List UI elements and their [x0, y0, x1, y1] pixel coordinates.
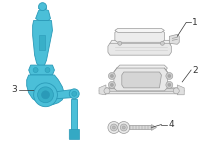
Circle shape	[110, 124, 117, 131]
Text: 3: 3	[11, 85, 17, 94]
Circle shape	[34, 83, 57, 107]
Polygon shape	[128, 126, 153, 130]
Polygon shape	[152, 125, 156, 130]
Polygon shape	[36, 9, 50, 20]
Circle shape	[72, 91, 77, 96]
Polygon shape	[39, 35, 45, 50]
Circle shape	[160, 41, 164, 45]
Text: 4: 4	[168, 120, 174, 129]
Polygon shape	[33, 20, 52, 68]
Polygon shape	[29, 65, 54, 75]
Polygon shape	[114, 68, 167, 91]
Circle shape	[118, 41, 122, 45]
Circle shape	[168, 75, 171, 77]
Polygon shape	[122, 72, 161, 88]
Circle shape	[42, 91, 49, 99]
Polygon shape	[55, 90, 76, 99]
Circle shape	[38, 87, 53, 103]
Polygon shape	[27, 75, 64, 105]
Polygon shape	[115, 30, 164, 42]
Text: 1: 1	[192, 18, 198, 27]
Polygon shape	[169, 34, 179, 44]
Polygon shape	[117, 65, 167, 72]
Polygon shape	[177, 85, 184, 95]
Circle shape	[104, 88, 110, 94]
Circle shape	[112, 126, 115, 129]
Polygon shape	[69, 130, 79, 139]
Polygon shape	[99, 85, 106, 95]
Circle shape	[33, 68, 38, 72]
Polygon shape	[39, 5, 47, 9]
Circle shape	[108, 122, 120, 133]
Circle shape	[166, 72, 173, 79]
Polygon shape	[71, 99, 77, 134]
Circle shape	[166, 81, 173, 88]
Circle shape	[69, 89, 79, 99]
Circle shape	[108, 72, 115, 79]
Polygon shape	[115, 28, 164, 32]
Text: 2: 2	[192, 66, 198, 75]
Circle shape	[110, 75, 113, 77]
Polygon shape	[102, 88, 181, 91]
Circle shape	[39, 3, 47, 11]
Polygon shape	[110, 40, 171, 46]
Circle shape	[110, 83, 113, 86]
Circle shape	[120, 124, 127, 131]
Circle shape	[45, 68, 50, 72]
Circle shape	[122, 126, 125, 129]
Circle shape	[108, 81, 115, 88]
Circle shape	[173, 88, 179, 94]
Polygon shape	[108, 43, 171, 55]
Circle shape	[118, 122, 130, 133]
Circle shape	[168, 83, 171, 86]
Polygon shape	[99, 88, 184, 94]
